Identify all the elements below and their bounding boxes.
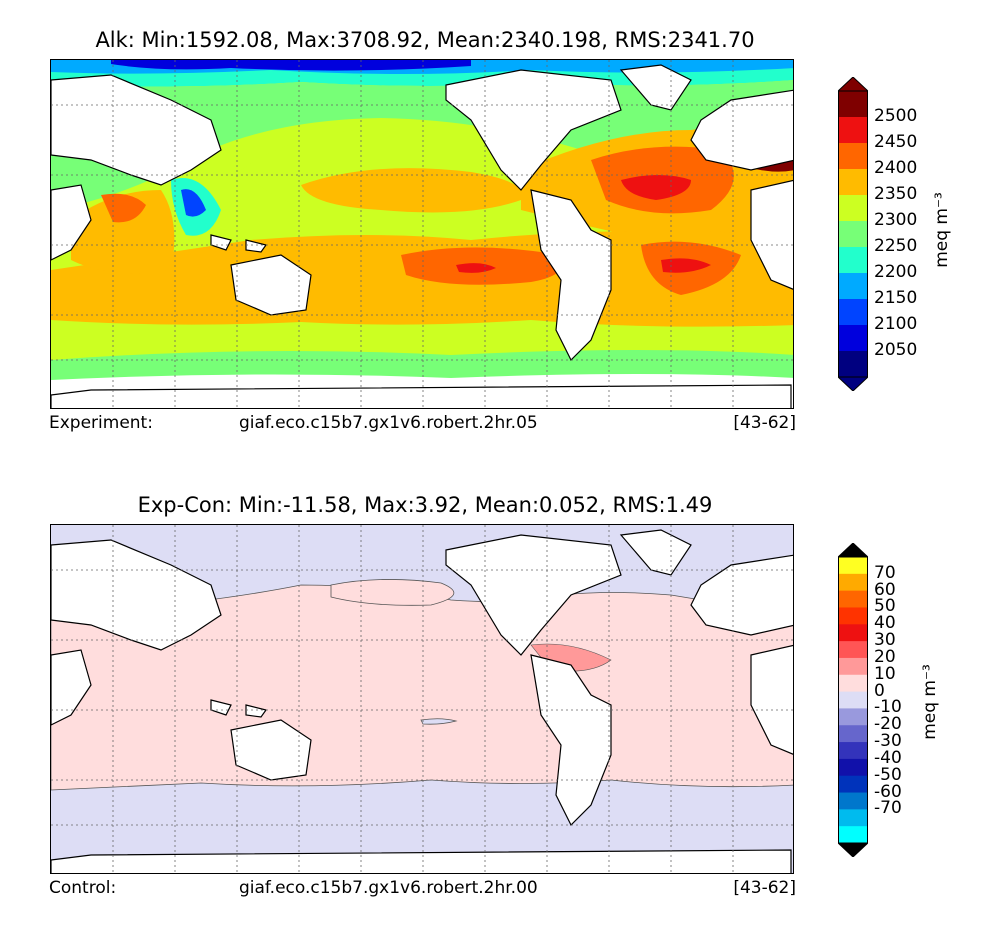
bottom-colorbar-swatch bbox=[838, 758, 868, 777]
top-colorbar-tick-label: 2100 bbox=[874, 314, 918, 334]
top-colorbar-tick-label: 2300 bbox=[874, 210, 918, 230]
top-footer-label: Experiment: bbox=[49, 413, 153, 433]
bottom-colorbar-frame bbox=[838, 556, 868, 844]
bottom-colorbar: 70 60 50 40 30 20 10 0 -10 -20 -30 -40 -50 -60 -70 bbox=[836, 542, 902, 858]
bottom-colorbar-swatch bbox=[838, 657, 868, 676]
bottom-panel-title: Exp-Con: Min:-11.58, Max:3.92, Mean:0.05… bbox=[137, 493, 713, 517]
top-colorbar-swatch bbox=[838, 143, 868, 170]
bottom-colorbar-under-arrow bbox=[836, 842, 870, 858]
bottom-colorbar-graphic bbox=[836, 542, 870, 858]
bottom-colorbar-swatch bbox=[838, 742, 868, 760]
bottom-colorbar-tick-label: -10 bbox=[874, 697, 902, 718]
top-colorbar-swatch bbox=[838, 117, 868, 144]
bottom-colorbar-over-arrow bbox=[836, 542, 870, 558]
bottom-colorbar-swatch bbox=[838, 607, 868, 625]
bottom-footer: Control: giaf.eco.c15b7.gx1v6.robert.2hr… bbox=[49, 878, 796, 902]
bottom-footer-years: [43-62] bbox=[733, 878, 796, 898]
top-colorbar-tick-label: 2200 bbox=[874, 262, 918, 282]
bottom-colorbar-swatch bbox=[838, 809, 868, 827]
bottom-colorbar-tick-label: 20 bbox=[874, 646, 896, 667]
top-colorbar-units: meq m⁻³ bbox=[932, 192, 952, 268]
top-colorbar-under-arrow bbox=[836, 376, 870, 392]
bottom-colorbar-swatch bbox=[838, 590, 868, 608]
bottom-colorbar-swatch bbox=[838, 674, 868, 693]
top-colorbar-swatch bbox=[838, 325, 868, 352]
bottom-map bbox=[50, 524, 794, 874]
bottom-colorbar-swatch bbox=[838, 557, 868, 575]
top-colorbar-tick-label: 2450 bbox=[874, 132, 918, 152]
top-panel-title: Alk: Min:1592.08, Max:3708.92, Mean:2340… bbox=[95, 28, 755, 52]
bottom-colorbar-tick-label: 50 bbox=[874, 596, 896, 617]
bottom-colorbar-tick-label: 40 bbox=[874, 613, 896, 634]
top-colorbar-tick-label: 2500 bbox=[874, 106, 918, 126]
bottom-colorbar-swatch bbox=[838, 792, 868, 810]
top-colorbar-swatch bbox=[838, 273, 868, 300]
top-footer-run: giaf.eco.c15b7.gx1v6.robert.2hr.05 bbox=[239, 413, 538, 433]
top-colorbar-tick-label: 2050 bbox=[874, 340, 918, 360]
bottom-colorbar-tick-label: 30 bbox=[874, 630, 896, 651]
bottom-colorbar-units: meq m⁻³ bbox=[920, 664, 940, 740]
bottom-colorbar-swatch bbox=[838, 826, 868, 844]
top-colorbar-graphic bbox=[836, 76, 870, 392]
bottom-colorbar-tick-label: 70 bbox=[874, 562, 896, 583]
top-colorbar-swatch bbox=[838, 195, 868, 222]
bottom-colorbar-tick-label: -30 bbox=[874, 731, 902, 752]
top-colorbar-swatch bbox=[838, 247, 868, 274]
bottom-footer-label: Control: bbox=[49, 878, 117, 898]
top-colorbar-swatch bbox=[838, 91, 868, 118]
bottom-colorbar-tick-label: -40 bbox=[874, 747, 902, 768]
bottom-colorbar-swatch bbox=[838, 641, 868, 659]
bottom-colorbar-tick-label: 0 bbox=[874, 680, 885, 701]
top-colorbar-over-arrow bbox=[836, 76, 870, 92]
top-colorbar-swatch bbox=[838, 169, 868, 196]
bottom-colorbar-swatch bbox=[838, 775, 868, 794]
bottom-colorbar-swatch bbox=[838, 573, 868, 592]
bottom-colorbar-swatch bbox=[838, 624, 868, 642]
top-colorbar-tick-label: 2150 bbox=[874, 288, 918, 308]
top-map bbox=[50, 59, 794, 409]
top-colorbar-swatch bbox=[838, 299, 868, 326]
top-footer-years: [43-62] bbox=[733, 413, 796, 433]
bottom-colorbar-tick-label: -70 bbox=[874, 798, 902, 819]
top-colorbar-swatch bbox=[838, 351, 868, 378]
top-colorbar-tick-label: 2400 bbox=[874, 158, 918, 178]
top-footer: Experiment: giaf.eco.c15b7.gx1v6.robert.… bbox=[49, 413, 796, 437]
bottom-footer-run: giaf.eco.c15b7.gx1v6.robert.2hr.00 bbox=[239, 878, 538, 898]
bottom-colorbar-tick-label: -20 bbox=[874, 714, 902, 735]
bottom-colorbar-tick-label: 60 bbox=[874, 579, 896, 600]
bottom-colorbar-swatch bbox=[838, 708, 868, 726]
bottom-colorbar-tick-label: 10 bbox=[874, 663, 896, 684]
top-colorbar-tick-label: 2350 bbox=[874, 184, 918, 204]
bottom-colorbar-tick-label: -50 bbox=[874, 764, 902, 785]
bottom-colorbar-swatch bbox=[838, 725, 868, 743]
top-colorbar-frame bbox=[838, 90, 868, 378]
top-colorbar-tick-label: 2250 bbox=[874, 236, 918, 256]
top-colorbar-swatch bbox=[838, 221, 868, 248]
bottom-colorbar-tick-label: -60 bbox=[874, 781, 902, 802]
top-colorbar: 2500 2450 2400 2350 2300 2250 2200 2150 2100 2050 bbox=[836, 76, 917, 392]
bottom-colorbar-swatch bbox=[838, 691, 868, 709]
